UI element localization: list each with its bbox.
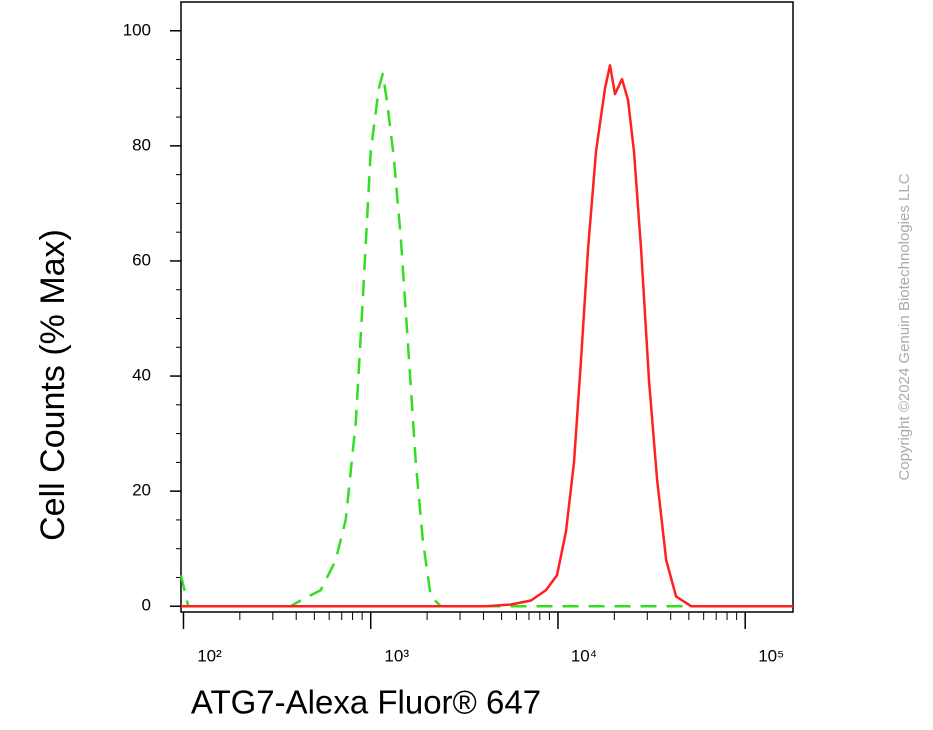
y-tick-label: 20 bbox=[132, 481, 151, 500]
x-tick-label: 10² bbox=[197, 646, 222, 665]
watermark: Copyright ©2024 Genuin Biotechnologies L… bbox=[896, 173, 913, 480]
x-tick-label: 10³ bbox=[384, 646, 409, 665]
y-tick-label: 40 bbox=[132, 366, 151, 385]
y-tick-label: 80 bbox=[132, 135, 151, 154]
histogram-line bbox=[179, 72, 793, 608]
x-tick-label: 10⁴ bbox=[571, 646, 597, 665]
y-tick-label: 0 bbox=[142, 596, 151, 615]
y-tick-label: 60 bbox=[132, 250, 151, 269]
y-axis-title: Cell Counts (% Max) bbox=[34, 229, 72, 541]
histogram-line bbox=[181, 64, 793, 608]
x-axis-title: ATG7-Alexa Fluor® 647 bbox=[191, 684, 541, 721]
y-tick-label: 100 bbox=[123, 20, 151, 39]
x-tick-label: 10⁵ bbox=[758, 646, 784, 665]
plot-frame bbox=[180, 1, 794, 613]
